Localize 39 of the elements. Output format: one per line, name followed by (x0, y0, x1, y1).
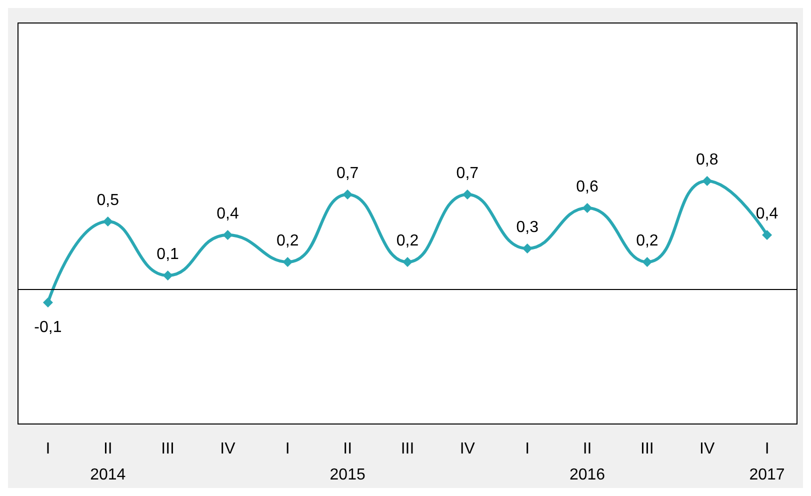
point (102, 216, 113, 226)
point (42, 297, 53, 308)
point (342, 189, 353, 200)
x-tick-label: III (161, 440, 174, 458)
point (522, 243, 532, 254)
x-tick-label: III (640, 440, 654, 458)
data-label: 0,3 (516, 218, 539, 236)
x-tick-label: II 2016 (569, 440, 606, 484)
x-tick-label: I (525, 440, 530, 458)
point (642, 256, 652, 267)
point (462, 189, 472, 200)
point (222, 230, 233, 240)
data-label: 0,7 (336, 164, 359, 182)
data-label: 0,1 (156, 246, 180, 263)
data-label: 0,7 (456, 164, 479, 182)
x-tick-label: IV (460, 440, 476, 458)
x-tick-label: IV (220, 440, 236, 458)
data-label: 0,4 (756, 205, 778, 222)
x-tick-label: III (400, 440, 414, 458)
data-label: 0,5 (96, 192, 120, 209)
data-label: -0,1 (34, 318, 62, 336)
point (582, 202, 592, 213)
point (402, 256, 412, 267)
data-label: 0,2 (276, 232, 299, 250)
data-label: 0,6 (576, 178, 598, 196)
x-tick-label: IV (700, 440, 715, 458)
data-label: 0,2 (636, 232, 658, 250)
data-label: 0,8 (696, 151, 718, 168)
x-tick-label: II 2015 (330, 440, 366, 484)
point (702, 176, 712, 186)
x-tick-label: I 2017 (749, 440, 785, 484)
x-tick-label: I (285, 440, 290, 458)
point (762, 230, 772, 240)
x-tick-label: II 2014 (90, 440, 126, 484)
point (282, 256, 293, 267)
point (162, 270, 173, 280)
data-label: 0,2 (396, 232, 419, 250)
data-label: 0,4 (216, 205, 239, 222)
x-tick-label: I (46, 440, 50, 458)
